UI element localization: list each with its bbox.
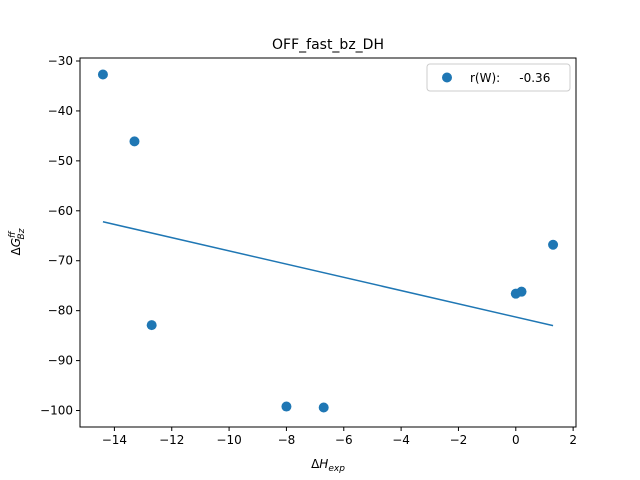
- data-point: [318, 402, 329, 413]
- legend-box: [426, 63, 571, 92]
- y-tick-label: −50: [48, 154, 73, 168]
- axes-frame: [79, 57, 577, 428]
- x-tick-label: −14: [102, 433, 127, 447]
- y-tick-label: −100: [40, 404, 73, 418]
- data-point: [146, 320, 157, 331]
- x-tick-label: −2: [450, 433, 468, 447]
- y-tick-label: −70: [48, 254, 73, 268]
- data-points: [97, 69, 559, 413]
- x-tick-label: −6: [335, 433, 353, 447]
- x-tick-label: 2: [569, 433, 577, 447]
- y-axis-label: ΔGffBz: [8, 228, 27, 255]
- plot-area: [79, 57, 577, 428]
- fit-line: [102, 221, 554, 327]
- x-axis: −14 −12 −10 −8 −6 −4 −2 0 2: [102, 427, 577, 447]
- y-tick-label: −40: [48, 104, 73, 118]
- x-tick-label: −10: [216, 433, 241, 447]
- y-tick-label: −30: [48, 54, 73, 68]
- x-tick-label: 0: [512, 433, 520, 447]
- fit-line-group: [102, 221, 554, 327]
- legend-label: r(W): -0.36: [470, 71, 550, 85]
- x-tick-label: −4: [392, 433, 410, 447]
- y-tick-label: −90: [48, 354, 73, 368]
- y-tick-label: −60: [48, 204, 73, 218]
- data-point: [516, 286, 527, 297]
- legend-marker: [442, 72, 452, 83]
- data-point: [129, 136, 140, 147]
- y-axis: −100 −90 −80 −70 −60 −50 −40 −30: [40, 54, 80, 418]
- y-tick-label: −80: [48, 304, 73, 318]
- data-point: [548, 239, 559, 250]
- data-point: [281, 401, 292, 412]
- legend: r(W): -0.36: [426, 63, 571, 92]
- data-point: [97, 69, 108, 80]
- x-tick-label: −12: [159, 433, 184, 447]
- x-tick-label: −8: [278, 433, 296, 447]
- chart-title: OFF_fast_bz_DH: [272, 37, 384, 53]
